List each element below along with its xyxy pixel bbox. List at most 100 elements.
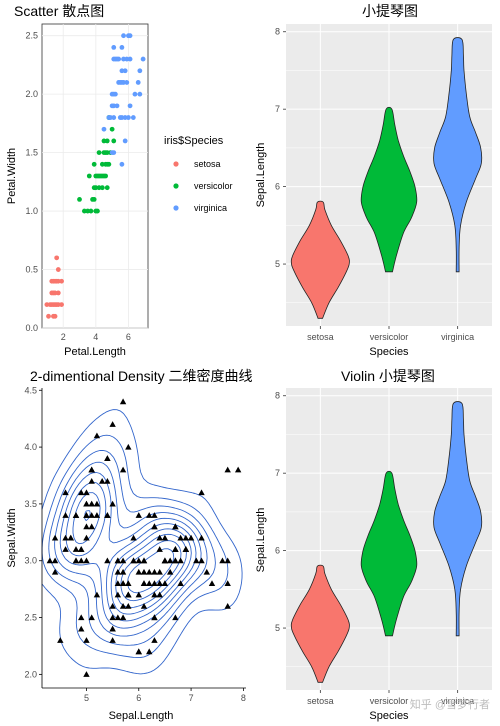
scatter-point-versicolor (95, 208, 100, 214)
scatter-point-virginica (124, 80, 130, 85)
density-contour-line (72, 492, 192, 615)
density-y-tick: 2.5 (24, 613, 37, 623)
density-point (151, 523, 158, 530)
violin-top-y-label: Sepal.Length (255, 143, 267, 208)
density-point (187, 534, 195, 541)
density-point (104, 557, 111, 564)
scatter-point-versicolor (106, 161, 112, 167)
density-point (51, 557, 59, 564)
density-point (156, 591, 163, 598)
density-point (140, 602, 148, 609)
legend-label-setosa: setosa (194, 159, 221, 169)
density-contour-line (41, 409, 243, 675)
violin-x-tick: virginica (441, 696, 474, 706)
density-point (156, 546, 163, 552)
density-point (114, 591, 122, 598)
density-point (78, 489, 85, 496)
scatter-x-tick: 4 (93, 332, 98, 342)
density-point (156, 534, 163, 541)
violin-bottom-x-label: Species (369, 710, 409, 722)
density-point (135, 557, 142, 564)
density-point (161, 557, 169, 564)
density-point (203, 568, 210, 575)
violin-bottom-title: Violin 小提琴图 (341, 368, 435, 384)
density-point (177, 580, 184, 587)
scatter-point-virginica (121, 33, 126, 39)
density-point (177, 534, 184, 541)
scatter-point-versicolor (91, 196, 97, 202)
density-point (104, 477, 111, 484)
violin-chart-bottom: Violin 小提琴图 5 6 7 8 setosa versicolor virginic… (255, 368, 492, 722)
density-point (78, 557, 85, 564)
violin-virginica (433, 37, 483, 273)
scatter-point-setosa (46, 313, 51, 319)
density-point (83, 523, 90, 530)
violin-y-tick: 5 (275, 259, 280, 269)
density-point (46, 557, 54, 564)
scatter-point-virginica (127, 33, 133, 39)
density-x-tick: 6 (136, 693, 141, 703)
scatter-x-label: Petal.Length (64, 346, 126, 358)
density-point (62, 512, 69, 518)
density-point (125, 443, 132, 450)
density-point (78, 546, 85, 552)
scatter-chart: Scatter 散点图 2 4 6 0.0 0.5 1.0 1.5 2.0 2.5 Petal.… (6, 3, 233, 358)
density-point (156, 580, 163, 587)
violin-virginica (433, 401, 483, 637)
scatter-point-versicolor (77, 196, 82, 202)
density-point (72, 546, 80, 552)
density-point (146, 512, 153, 518)
density-point (78, 625, 85, 632)
density-point (67, 534, 74, 541)
density-point (93, 591, 101, 598)
density-point (161, 534, 169, 541)
density-point (119, 557, 127, 564)
violin-x-tick: setosa (307, 696, 334, 706)
violin-x-tick: versicolor (370, 696, 409, 706)
density-point (83, 512, 90, 518)
density-point (208, 580, 216, 587)
density-point (166, 568, 174, 575)
violin-versicolor (360, 106, 418, 273)
density-point (146, 568, 153, 575)
density-contour-line (59, 472, 202, 629)
density-point (114, 557, 122, 564)
density-point (72, 512, 80, 518)
density-point (130, 534, 137, 541)
density-point (224, 602, 231, 609)
density-point (151, 580, 158, 587)
density-x-tick: 5 (84, 693, 89, 703)
scatter-point-setosa (59, 302, 64, 308)
density-point (109, 625, 116, 632)
density-panel (42, 388, 246, 688)
density-point (88, 466, 95, 473)
density-point (119, 398, 127, 405)
density-point (182, 534, 190, 541)
density-point (125, 591, 132, 598)
density-point (151, 568, 158, 575)
scatter-point-virginica (111, 44, 117, 50)
density-point (140, 568, 148, 575)
legend-key-virginica (173, 205, 179, 211)
density-point (161, 580, 169, 587)
density-point (234, 466, 242, 473)
density-point (83, 557, 90, 564)
density-point (119, 466, 127, 473)
violin-versicolor (360, 470, 418, 637)
density-point (57, 637, 64, 643)
density-point (114, 580, 122, 587)
violin-top-title: 小提琴图 (362, 3, 418, 19)
density-y-label: Sepal.Width (6, 508, 18, 567)
scatter-point-setosa (55, 290, 61, 296)
density-x-tick: 7 (189, 693, 194, 703)
density-point (51, 534, 59, 541)
violin-y-tick: 6 (275, 182, 280, 192)
scatter-point-virginica (132, 91, 138, 97)
density-point (119, 568, 127, 575)
density-point (83, 671, 90, 677)
density-point (62, 489, 69, 496)
scatter-y-label: Petal.Width (6, 148, 18, 204)
scatter-point-virginica (137, 68, 143, 74)
density-title: 2-dimentional Density 二维密度曲线 (30, 368, 253, 384)
